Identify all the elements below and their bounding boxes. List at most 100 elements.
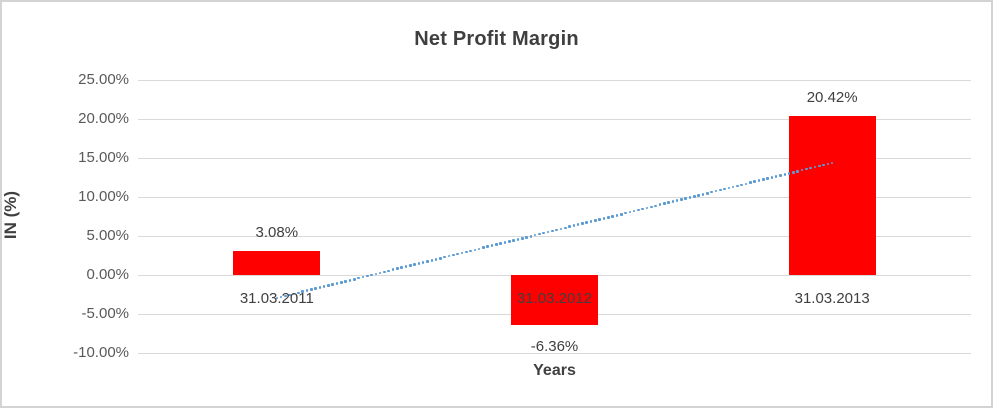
y-tick-label: -5.00%: [81, 305, 129, 322]
trendline-dot: [710, 190, 713, 194]
trendline-dot: [378, 271, 382, 275]
trendline-dot: [353, 277, 356, 281]
trendline-dot: [607, 216, 610, 219]
trendline-dot: [301, 290, 304, 294]
trendline-dot: [486, 245, 490, 248]
trendline-dot: [477, 247, 481, 251]
trendline-dot: [430, 259, 434, 262]
trendline-dot: [826, 162, 830, 166]
trendline-dot: [581, 222, 584, 225]
y-tick-label: 15.00%: [78, 149, 129, 166]
trendline-dot: [391, 268, 395, 272]
trendline-dot: [736, 184, 739, 188]
trendline-dot: [731, 185, 735, 189]
y-tick-label: 25.00%: [78, 71, 129, 88]
trendline-dot: [796, 169, 800, 173]
trendline-dot: [723, 187, 726, 191]
trendline-dot: [400, 266, 403, 269]
trendline-dot: [495, 243, 498, 246]
trendline-dot: [792, 170, 795, 174]
trendline-dot: [693, 195, 696, 198]
trendline-dot: [783, 173, 787, 176]
trendline-dot: [292, 292, 296, 296]
trendline-dot: [632, 209, 636, 213]
trendline-dot: [464, 250, 468, 254]
x-axis-title: Years: [533, 362, 576, 379]
trendline-dot: [650, 205, 653, 209]
trendline-dot: [675, 199, 679, 202]
trendline-dot: [774, 175, 778, 178]
trendline-dot: [469, 249, 472, 253]
trendline-dot: [822, 163, 825, 167]
trendline-dot: [404, 265, 408, 268]
trendline-dot: [706, 191, 709, 195]
trendline-dot: [516, 238, 520, 241]
trendline-dot: [615, 213, 619, 217]
trendline-dot: [697, 194, 700, 197]
trendline-dot: [611, 215, 614, 218]
trendline-dot: [594, 219, 597, 222]
trendline-dot: [787, 172, 791, 175]
gridline: [138, 79, 971, 81]
trendline-dot: [585, 221, 589, 224]
trendline-dot: [335, 282, 339, 285]
trendline-dot: [671, 200, 675, 203]
trendline-dot: [542, 231, 546, 235]
trendline-dot: [753, 180, 756, 183]
trendline-dot: [551, 229, 554, 233]
trendline-dot: [279, 295, 283, 299]
chart-title: Net Profit Margin: [414, 28, 579, 50]
trendline-dot: [275, 296, 279, 300]
trendline-dot: [761, 178, 765, 181]
trendline-dot: [744, 182, 748, 186]
trendline-dot: [383, 270, 386, 274]
y-tick-label: 10.00%: [78, 188, 129, 205]
trendline-dot: [408, 264, 412, 267]
category-label: 31.03.2011: [239, 290, 314, 307]
trendline-dot: [507, 240, 511, 243]
trendline-dot: [499, 242, 502, 245]
trendline-dot: [602, 217, 606, 220]
trendline-dot: [460, 251, 464, 255]
trendline-dot: [805, 167, 808, 171]
trendline-dot: [749, 181, 752, 185]
trendline-dot: [413, 263, 416, 266]
y-tick-label: 5.00%: [86, 227, 129, 244]
y-axis-title: IN (%): [1, 190, 20, 240]
trendline-dot: [555, 228, 558, 232]
trendline-dot: [512, 239, 515, 242]
trendline-dot: [641, 207, 645, 211]
trendline-dot: [361, 275, 365, 279]
trendline-dot: [340, 281, 343, 284]
trendline-dot: [538, 232, 541, 236]
trendline-dot: [434, 257, 438, 261]
trendline-dot: [426, 260, 429, 263]
trendline-dot: [662, 202, 666, 206]
gridline: [138, 118, 971, 120]
trendline-dot: [348, 278, 352, 282]
trendline-dot: [447, 254, 451, 258]
gridline: [138, 196, 971, 198]
trendline-dot: [800, 168, 804, 172]
trendline-dot: [473, 248, 477, 252]
trendline-dot: [452, 253, 455, 257]
trendline-dot: [357, 276, 360, 280]
trendline-dot: [740, 183, 744, 187]
trendline-dot: [520, 237, 524, 240]
trendline-dot: [327, 284, 330, 287]
trendline-dot: [456, 252, 459, 256]
trendline-dot: [525, 235, 528, 239]
trendline-dot: [779, 174, 782, 177]
trendline-dot: [680, 198, 683, 201]
trendline-dot: [305, 289, 309, 293]
trendline-dot: [284, 294, 287, 298]
trendline-dot: [503, 241, 507, 244]
trendline-dot: [309, 288, 313, 291]
y-tick-label: -10.00%: [73, 344, 129, 361]
trendline-dot: [529, 234, 533, 238]
trendline-dot: [766, 177, 769, 180]
trendline-dot: [718, 188, 722, 192]
trendline-dot: [589, 220, 593, 223]
trendline-dot: [598, 218, 601, 221]
